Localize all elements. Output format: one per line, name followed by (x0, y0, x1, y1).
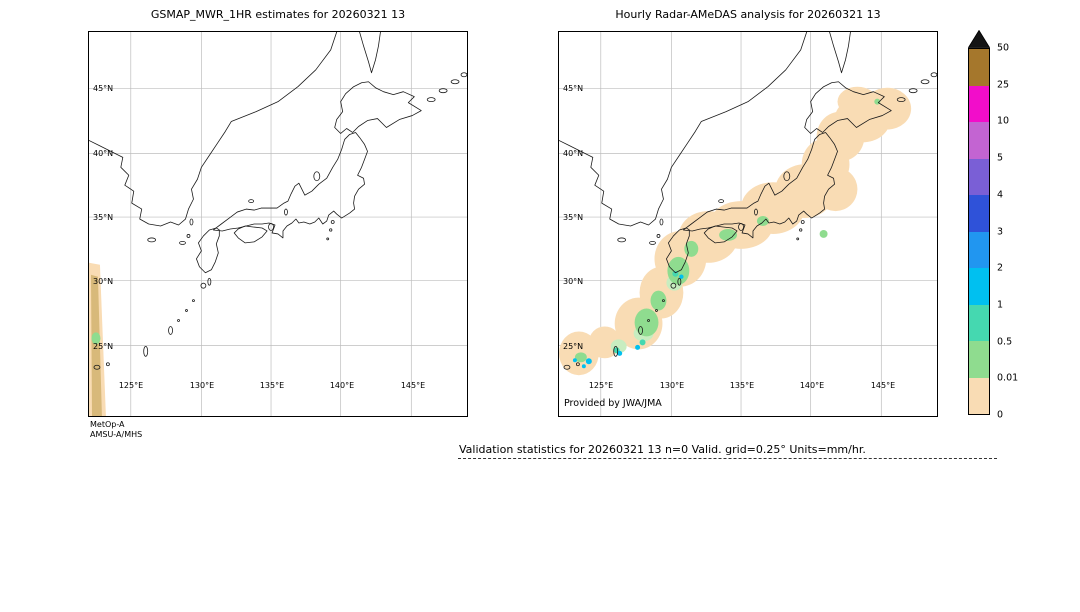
lat-tick-label: 45°N (93, 84, 114, 93)
lat-lon-grid (89, 32, 467, 416)
colorbar-tick-label: 0.5 (997, 335, 1013, 347)
lat-tick-label: 30°N (563, 277, 584, 286)
colorbar: 50 25 10 5 4 3 2 1 0.5 0.01 0 (968, 30, 1018, 419)
colorbar-tick-label: 2 (997, 262, 1004, 274)
lon-tick-label: 130°E (189, 381, 215, 390)
colorbar-cell (969, 85, 989, 122)
colorbar-tick-label: 0.01 (997, 372, 1019, 384)
colorbar-cell (969, 195, 989, 232)
colorbar-tick-label: 4 (997, 189, 1004, 201)
lon-tick-label: 140°E (799, 381, 825, 390)
colorbar-cell (969, 268, 989, 305)
lat-tick-label: 40°N (563, 149, 584, 158)
lat-tick-label: 45°N (563, 84, 584, 93)
lon-tick-label: 125°E (588, 381, 614, 390)
gsmap-precip-overlay (89, 262, 106, 416)
lon-tick-label: 145°E (400, 381, 426, 390)
lat-tick-label: 25°N (93, 342, 114, 351)
colorbar-tick-label: 3 (997, 225, 1004, 237)
radar-precip-overlay (559, 86, 912, 376)
radar-amedas-map-panel: Provided by JWA/JMA 45°N 40°N 35°N 30°N 25°N… (558, 31, 938, 417)
precip-trace-band (559, 86, 912, 376)
colorbar-tick-label: 50 (997, 42, 1010, 54)
gsmap-map-panel: 45°N 40°N 35°N 30°N 25°N 125°E 130°E 135°E 140°E… (88, 31, 468, 417)
radar-map-canvas (559, 32, 937, 416)
gsmap-map-canvas (89, 32, 467, 416)
colorbar-tick-label: 10 (997, 115, 1010, 127)
colorbar-tick-label: 25 (997, 78, 1010, 90)
lon-tick-label: 125°E (118, 381, 144, 390)
colorbar-tick-label: 5 (997, 152, 1004, 164)
precip-light-cells (574, 98, 881, 363)
lon-tick-label: 140°E (329, 381, 355, 390)
right-panel-title: Hourly Radar-AMeDAS analysis for 2026032… (615, 8, 881, 21)
colorbar-cell (969, 341, 989, 378)
japan-coastline (89, 32, 467, 370)
lat-tick-label: 35°N (563, 213, 584, 222)
lon-tick-label: 145°E (870, 381, 896, 390)
colorbar-cell (969, 158, 989, 195)
colorbar-tick-label: 1 (997, 299, 1004, 311)
sensor-label-instrument: AMSU-A/MHS (90, 430, 143, 439)
lat-tick-label: 30°N (93, 277, 114, 286)
lat-tick-label: 25°N (563, 342, 584, 351)
colorbar-cells (968, 48, 990, 415)
colorbar-cell (969, 122, 989, 159)
left-panel-title: GSMAP_MWR_1HR estimates for 20260321 13 (150, 8, 406, 21)
lon-tick-label: 135°E (729, 381, 755, 390)
colorbar-cell (969, 304, 989, 341)
colorbar-tick-label: 0 (997, 409, 1004, 421)
dashed-separator (458, 458, 997, 459)
colorbar-cell (969, 49, 989, 86)
validation-caption: Validation statistics for 20260321 13 n=… (459, 443, 866, 456)
colorbar-overflow-triangle (968, 30, 990, 48)
sensor-label-satellite: MetOp-A (90, 420, 125, 429)
lon-tick-label: 135°E (259, 381, 285, 390)
colorbar-cell (969, 377, 989, 414)
data-credit: Provided by JWA/JMA (564, 398, 662, 409)
colorbar-cell (969, 231, 989, 268)
lat-tick-label: 35°N (93, 213, 114, 222)
lat-tick-label: 40°N (93, 149, 114, 158)
lon-tick-label: 130°E (659, 381, 685, 390)
